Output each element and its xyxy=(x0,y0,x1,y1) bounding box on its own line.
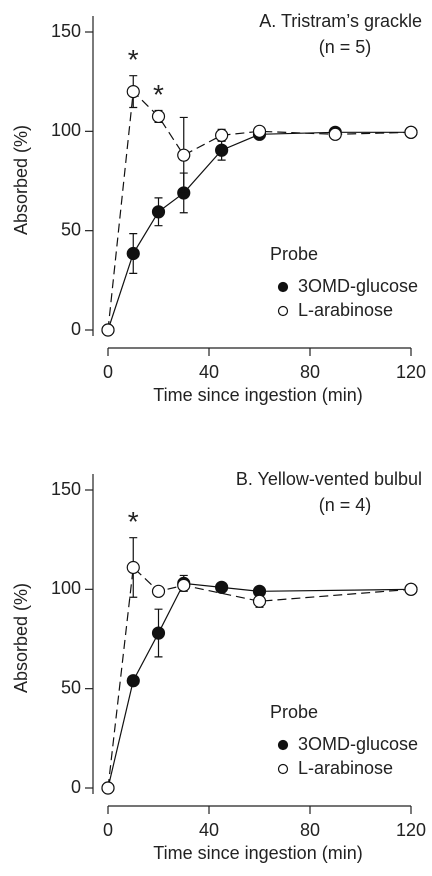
x-tick-label: 0 xyxy=(103,820,113,840)
y-axis-label: Absorbed (%) xyxy=(11,583,31,693)
data-point xyxy=(215,143,229,157)
series-line xyxy=(107,566,412,789)
panel-title: A. Tristram’s grackle xyxy=(259,11,422,31)
data-point xyxy=(404,125,418,139)
data-point xyxy=(252,594,267,608)
data-point xyxy=(252,124,267,138)
panel-title: B. Yellow-vented bulbul xyxy=(236,469,422,489)
data-point xyxy=(126,84,140,99)
data-point xyxy=(328,127,342,141)
data-point xyxy=(101,323,115,337)
legend-label: L-arabinose xyxy=(298,300,393,320)
y-tick-label: 0 xyxy=(71,777,81,797)
x-tick-label: 40 xyxy=(199,820,219,840)
y-tick-label: 100 xyxy=(51,578,81,598)
data-point xyxy=(126,674,140,688)
data-point xyxy=(101,781,115,795)
y-tick-label: 50 xyxy=(61,677,81,697)
significance-marker: * xyxy=(128,44,139,75)
data-point xyxy=(151,626,166,640)
y-axis-label: Absorbed (%) xyxy=(11,125,31,235)
x-axis-label: Time since ingestion (min) xyxy=(153,843,362,863)
data-point xyxy=(151,584,166,598)
legend-label: 3OMD-glucose xyxy=(298,276,418,296)
x-tick-label: 80 xyxy=(300,820,320,840)
data-point xyxy=(151,205,166,219)
data-point xyxy=(215,128,229,142)
y-tick-label: 150 xyxy=(51,21,81,41)
x-tick-label: 80 xyxy=(300,362,320,382)
significance-marker: * xyxy=(128,506,139,537)
legend-title: Probe xyxy=(270,702,318,722)
series-line xyxy=(107,131,411,331)
y-tick-label: 0 xyxy=(71,319,81,339)
y-tick-label: 100 xyxy=(51,120,81,140)
legend-marker xyxy=(277,305,289,317)
legend-label: 3OMD-glucose xyxy=(298,734,418,754)
data-point xyxy=(177,148,191,162)
legend-marker xyxy=(277,281,289,293)
legend-label: L-arabinose xyxy=(298,758,393,778)
data-point xyxy=(151,109,166,124)
data-point xyxy=(215,580,229,594)
y-tick-label: 50 xyxy=(61,219,81,239)
panel-subtitle: (n = 5) xyxy=(319,37,372,57)
legend-title: Probe xyxy=(270,244,318,264)
panel-subtitle: (n = 4) xyxy=(319,495,372,515)
x-tick-label: 120 xyxy=(396,362,426,382)
significance-marker: * xyxy=(153,79,164,110)
legend-marker xyxy=(277,763,289,775)
data-point xyxy=(126,246,140,261)
x-axis-label: Time since ingestion (min) xyxy=(153,385,362,405)
data-point xyxy=(404,582,418,596)
x-tick-label: 0 xyxy=(103,362,113,382)
x-tick-label: 40 xyxy=(199,362,219,382)
y-tick-label: 150 xyxy=(51,479,81,499)
data-point xyxy=(126,560,140,575)
legend-marker xyxy=(277,739,289,751)
x-tick-label: 120 xyxy=(396,820,426,840)
data-point xyxy=(177,578,191,592)
